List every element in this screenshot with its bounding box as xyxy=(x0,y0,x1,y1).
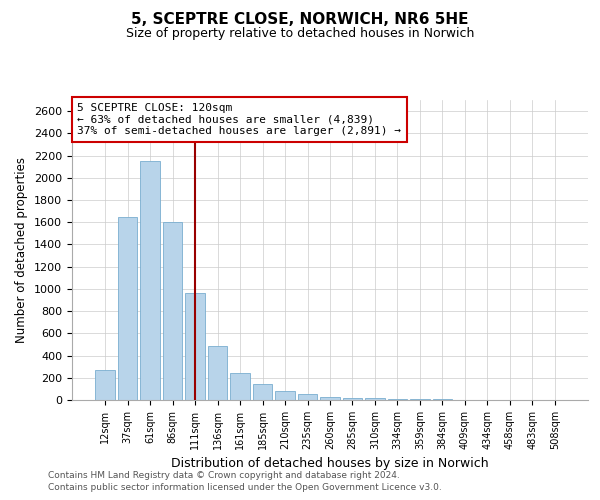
Bar xyxy=(298,394,317,400)
Bar xyxy=(365,398,385,400)
Bar xyxy=(275,391,295,400)
Bar xyxy=(118,216,137,400)
Bar xyxy=(140,161,160,400)
Bar xyxy=(163,222,182,400)
X-axis label: Distribution of detached houses by size in Norwich: Distribution of detached houses by size … xyxy=(171,458,489,470)
Bar xyxy=(410,399,430,400)
Bar xyxy=(230,374,250,400)
Bar xyxy=(253,384,272,400)
Text: Contains public sector information licensed under the Open Government Licence v3: Contains public sector information licen… xyxy=(48,484,442,492)
Bar xyxy=(208,346,227,400)
Y-axis label: Number of detached properties: Number of detached properties xyxy=(16,157,28,343)
Text: 5, SCEPTRE CLOSE, NORWICH, NR6 5HE: 5, SCEPTRE CLOSE, NORWICH, NR6 5HE xyxy=(131,12,469,28)
Bar xyxy=(343,398,362,400)
Bar xyxy=(388,399,407,400)
Bar xyxy=(320,396,340,400)
Bar xyxy=(95,370,115,400)
Bar xyxy=(185,294,205,400)
Text: 5 SCEPTRE CLOSE: 120sqm
← 63% of detached houses are smaller (4,839)
37% of semi: 5 SCEPTRE CLOSE: 120sqm ← 63% of detache… xyxy=(77,103,401,136)
Text: Size of property relative to detached houses in Norwich: Size of property relative to detached ho… xyxy=(126,28,474,40)
Text: Contains HM Land Registry data © Crown copyright and database right 2024.: Contains HM Land Registry data © Crown c… xyxy=(48,471,400,480)
